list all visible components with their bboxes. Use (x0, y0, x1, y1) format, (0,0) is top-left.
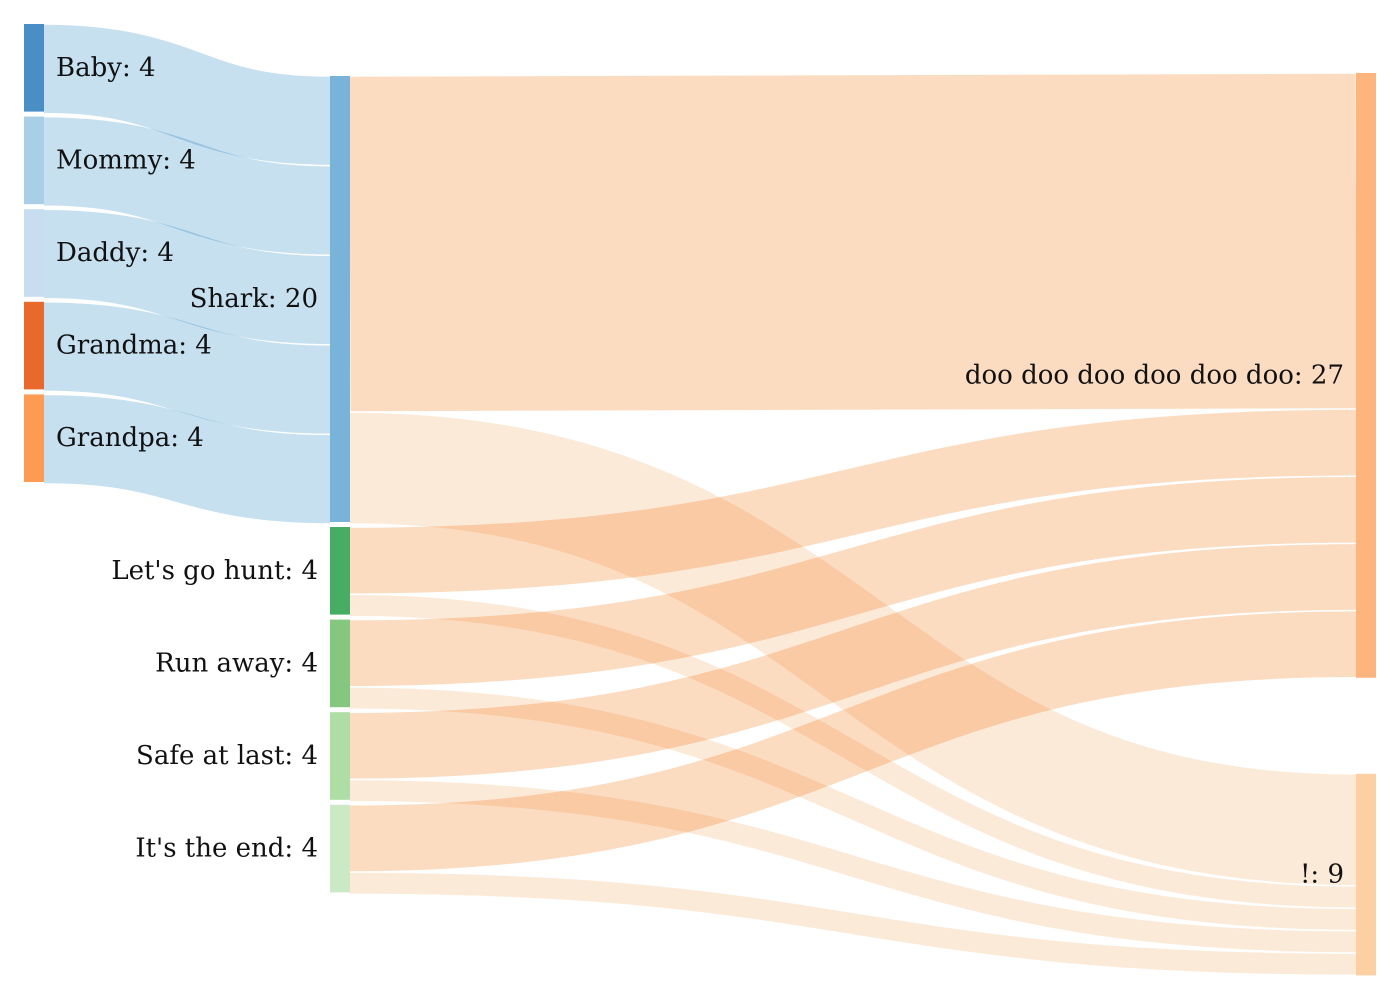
node-grandpa (24, 394, 44, 482)
node-daddy (24, 209, 44, 297)
node-safe-at-last (330, 712, 350, 800)
node-mommy (24, 116, 44, 205)
label-doo: doo doo doo doo doo doo: 27 (965, 360, 1344, 390)
label-lets-go-hunt: Let's go hunt: 4 (111, 556, 318, 586)
link-safe-at-last-to-doo (349, 544, 1357, 779)
link-grandma-to-shark (43, 302, 331, 434)
link-its-the-end-to-doo (349, 611, 1357, 872)
label-grandpa: Grandpa: 4 (56, 423, 204, 453)
label-daddy: Daddy: 4 (56, 238, 174, 268)
label-safe-at-last: Safe at last: 4 (136, 741, 318, 771)
node-bang (1356, 773, 1376, 976)
label-grandma: Grandma: 4 (56, 331, 212, 361)
link-baby-to-shark (43, 24, 331, 165)
node-run-away (330, 619, 350, 708)
label-bang: !: 9 (1300, 860, 1344, 890)
link-lets-go-hunt-to-doo (349, 409, 1357, 594)
link-grandpa-to-shark (43, 395, 331, 524)
link-shark-to-doo (349, 73, 1357, 412)
sankey-labels: Baby: 4 Mommy: 4 Daddy: 4 Grandma: 4 Grandpa… (56, 53, 1344, 890)
link-daddy-to-shark (43, 209, 331, 345)
sankey-links (43, 24, 1357, 975)
node-baby (24, 24, 44, 112)
node-lets-go-hunt (330, 527, 350, 615)
label-baby: Baby: 4 (56, 53, 156, 83)
label-its-the-end: It's the end: 4 (135, 834, 318, 864)
link-its-the-end-to-bang (349, 872, 1357, 975)
sankey-nodes (24, 24, 1376, 976)
node-doo (1356, 73, 1376, 678)
link-mommy-to-shark (43, 117, 331, 255)
node-shark (330, 76, 350, 522)
node-its-the-end (330, 804, 350, 893)
label-shark: Shark: 20 (190, 284, 318, 314)
node-grandma (24, 301, 44, 390)
label-mommy: Mommy: 4 (56, 145, 196, 175)
label-run-away: Run away: 4 (155, 648, 318, 678)
link-run-away-to-doo (349, 476, 1357, 687)
